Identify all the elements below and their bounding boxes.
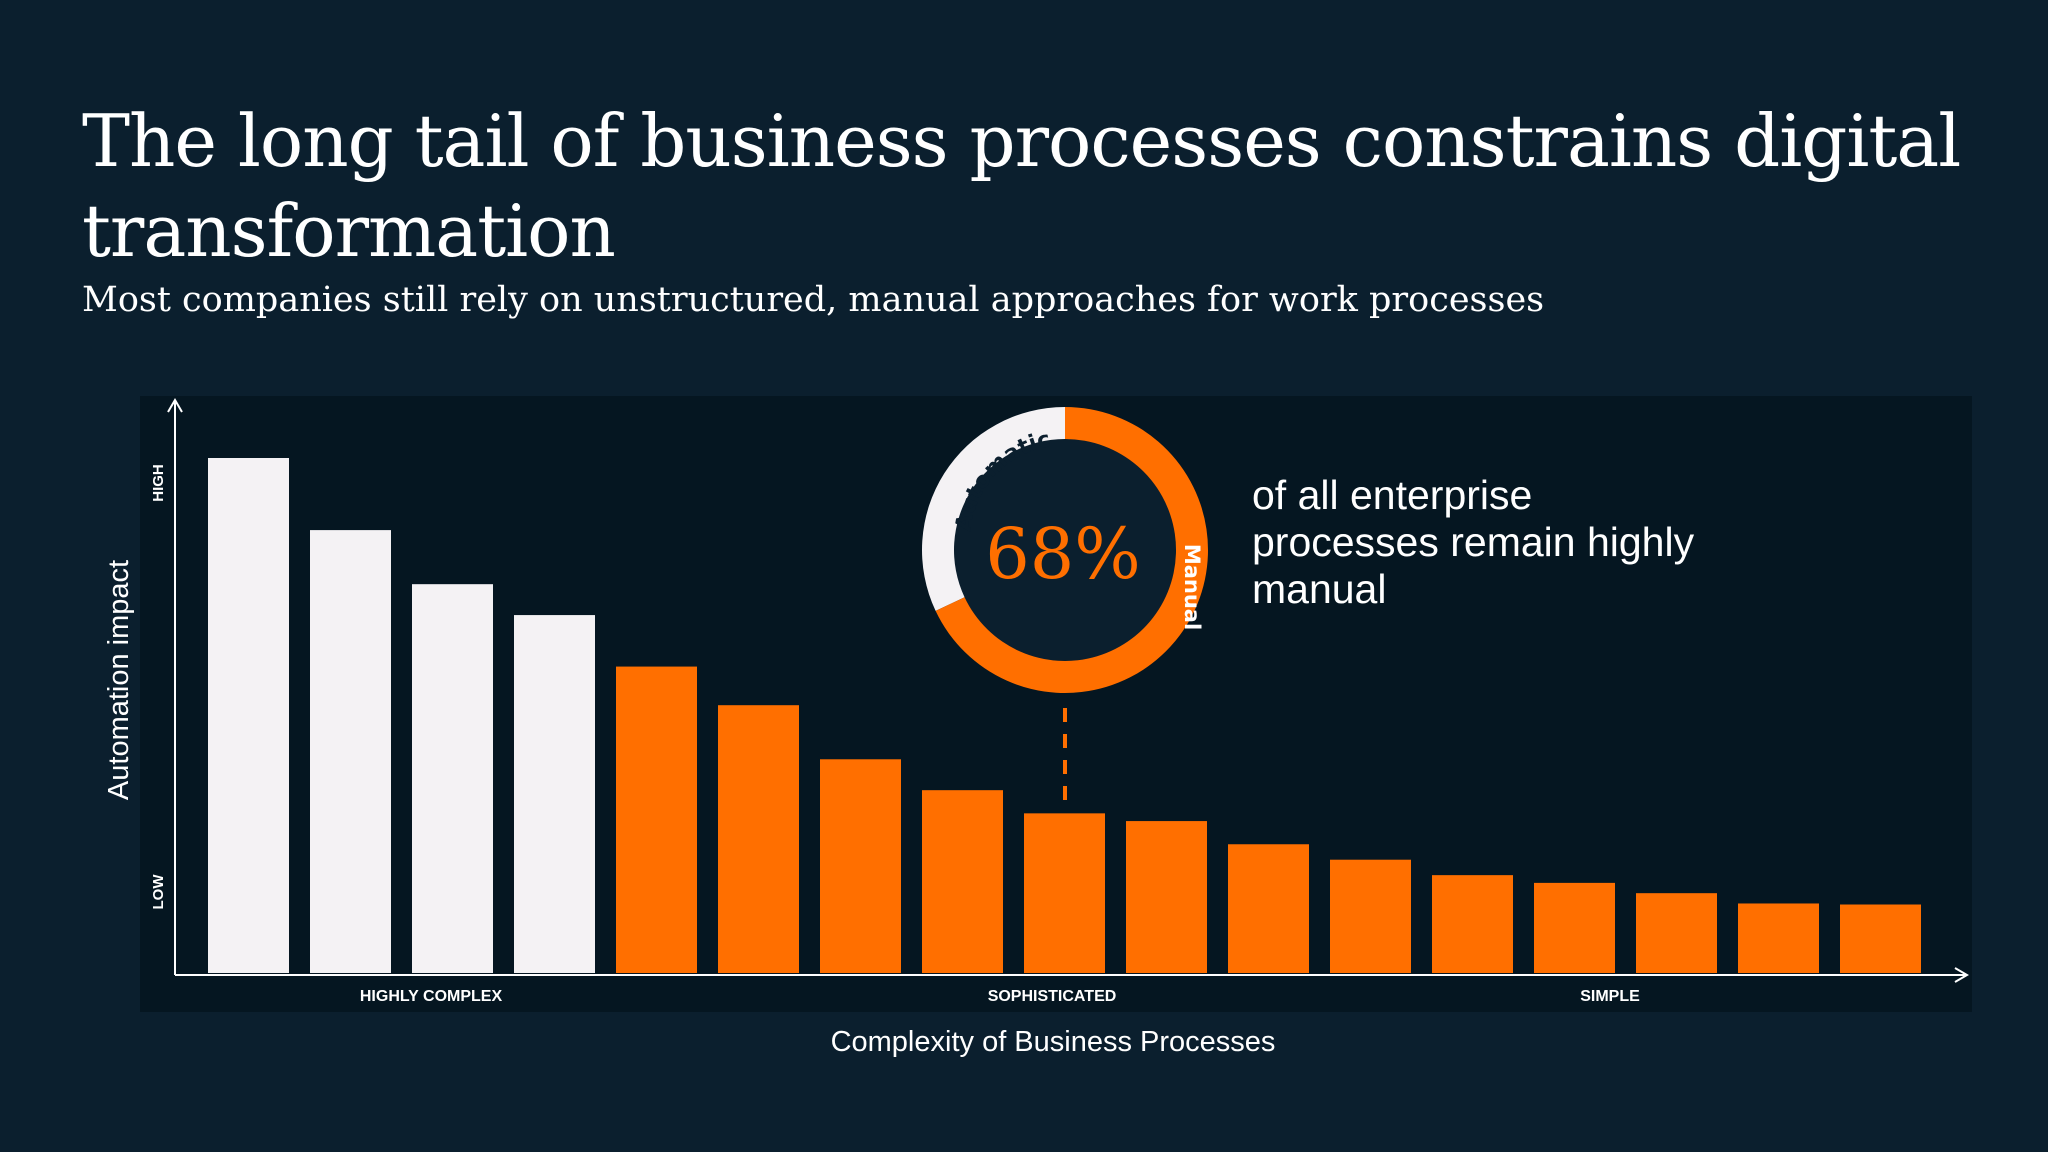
- page-subtitle: Most companies still rely on unstructure…: [82, 280, 1545, 320]
- donut-chart: Automatic Manual 68%: [922, 406, 1208, 693]
- bar-5: [616, 666, 697, 973]
- callout-text: of all enterprise processes remain highl…: [1252, 472, 1695, 612]
- bar-7: [820, 759, 901, 973]
- x-zone-highly-complex: HIGHLY COMPLEX: [360, 988, 503, 1005]
- bar-2: [310, 530, 391, 973]
- x-axis-arrowhead: [1954, 967, 1969, 983]
- bar-4: [514, 615, 595, 973]
- axes: [167, 398, 1969, 983]
- y-tick-high: HIGH: [150, 464, 167, 502]
- bar-1: [208, 458, 289, 973]
- bar-8: [922, 790, 1003, 973]
- donut-slice-automatic: [922, 406, 1065, 611]
- donut-center-value: 68%: [985, 513, 1141, 595]
- x-zone-simple: SIMPLE: [1580, 988, 1640, 1005]
- bar-3: [412, 584, 493, 973]
- bar-12: [1330, 859, 1411, 973]
- y-axis-title: Automation impact: [103, 560, 135, 800]
- x-zone-sophisticated: SOPHISTICATED: [988, 988, 1117, 1005]
- y-tick-low: LOW: [150, 874, 167, 910]
- bar-6: [718, 705, 799, 973]
- bar-17: [1840, 904, 1921, 973]
- bar-10: [1126, 821, 1207, 973]
- bar-13: [1432, 875, 1513, 973]
- bar-9: [1024, 813, 1105, 973]
- donut-label-manual: Manual: [1180, 544, 1204, 630]
- donut-center: [954, 439, 1176, 661]
- bar-15: [1636, 893, 1717, 973]
- x-axis-title: Complexity of Business Processes: [830, 1026, 1276, 1058]
- bar-16: [1738, 903, 1819, 973]
- bar-11: [1228, 844, 1309, 973]
- bar-14: [1534, 882, 1615, 973]
- page-title: The long tail of business processes cons…: [82, 99, 1961, 273]
- bars: [208, 458, 1921, 973]
- y-axis-arrowhead: [167, 398, 183, 413]
